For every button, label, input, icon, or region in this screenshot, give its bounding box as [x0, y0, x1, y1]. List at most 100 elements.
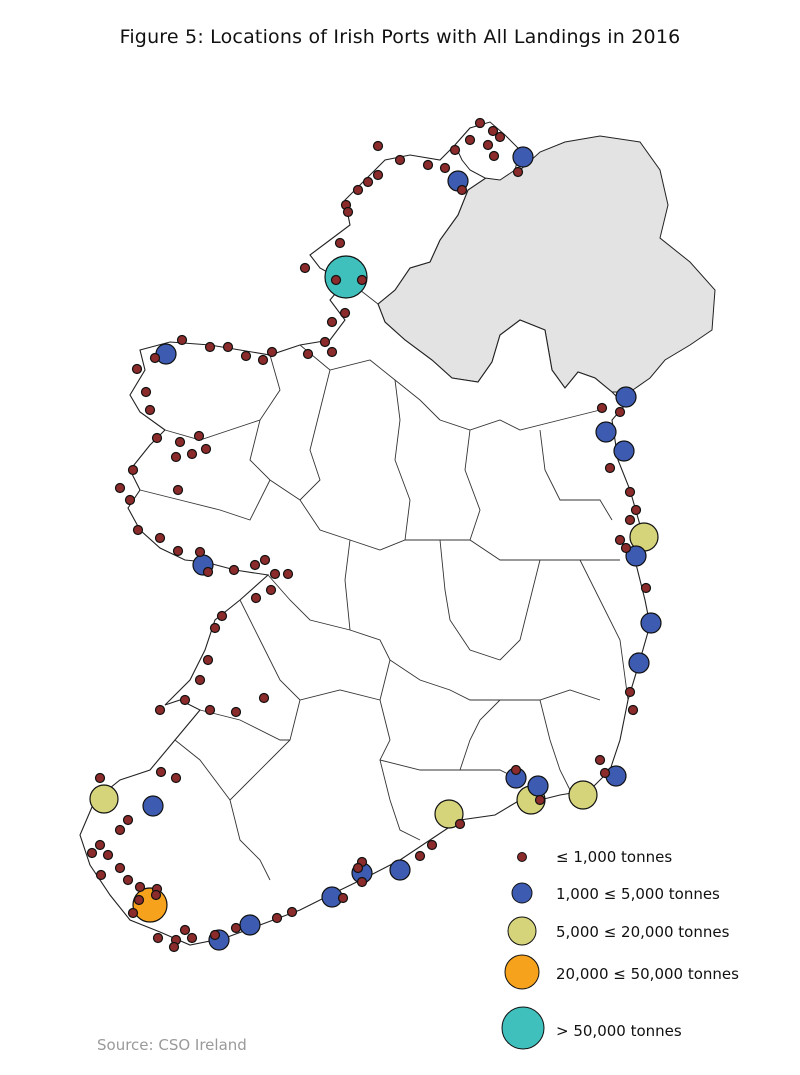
port-marker-small	[487, 125, 499, 137]
port-marker-medium	[527, 775, 549, 797]
port-marker-medium	[142, 795, 164, 817]
legend-label-xlarge: 20,000 ≤ 50,000 tonnes	[556, 965, 739, 983]
port-marker-small	[257, 354, 269, 366]
port-marker-small	[512, 166, 524, 178]
map-title: Figure 5: Locations of Irish Ports with …	[119, 26, 681, 48]
port-marker-small	[482, 139, 494, 151]
port-marker-small	[319, 336, 331, 348]
port-marker-small	[330, 274, 342, 286]
legend-item-xlarge: 20,000 ≤ 50,000 tonnes	[500, 953, 790, 993]
port-marker-small	[250, 592, 262, 604]
port-marker-small	[599, 767, 611, 779]
port-marker-small	[339, 307, 351, 319]
port-marker-small	[249, 559, 261, 571]
port-marker-small	[149, 352, 161, 364]
port-marker-small	[352, 184, 364, 196]
port-marker-small	[209, 929, 221, 941]
port-marker-small	[362, 176, 374, 188]
port-marker-medium	[615, 386, 637, 408]
port-marker-medium	[628, 652, 650, 674]
port-marker-small	[154, 532, 166, 544]
port-marker-small	[127, 907, 139, 919]
port-marker-small	[95, 869, 107, 881]
port-marker-small	[122, 814, 134, 826]
port-marker-small	[127, 464, 139, 476]
port-marker-medium	[512, 146, 534, 168]
port-marker-small	[150, 889, 162, 901]
port-marker-small	[154, 704, 166, 716]
port-marker-small	[216, 610, 228, 622]
legend-item-large: 5,000 ≤ 20,000 tonnes	[500, 913, 790, 953]
port-marker-medium	[613, 440, 635, 462]
port-marker-small	[124, 494, 136, 506]
legend-label-large: 5,000 ≤ 20,000 tonnes	[556, 923, 730, 941]
port-marker-small	[286, 906, 298, 918]
port-marker-small	[132, 524, 144, 536]
port-marker-small	[194, 674, 206, 686]
port-marker-xxlarge	[324, 255, 368, 299]
port-marker-medium	[625, 545, 647, 567]
port-marker-small	[334, 237, 346, 249]
port-marker-small	[209, 622, 221, 634]
port-marker-small	[624, 486, 636, 498]
port-marker-small	[265, 584, 277, 596]
port-marker-small	[372, 140, 384, 152]
port-marker-small	[94, 839, 106, 851]
port-marker-small	[86, 847, 98, 859]
port-marker-small	[174, 436, 186, 448]
port-marker-small	[114, 824, 126, 836]
port-marker-small	[230, 922, 242, 934]
legend-symbol-large	[507, 916, 537, 946]
port-marker-small	[456, 184, 468, 196]
port-marker-small	[534, 794, 546, 806]
legend-label-medium: 1,000 ≤ 5,000 tonnes	[556, 885, 720, 903]
port-marker-small	[202, 654, 214, 666]
port-marker-small	[122, 874, 134, 886]
port-marker-small	[426, 839, 438, 851]
port-marker-small	[94, 772, 106, 784]
port-marker-small	[168, 941, 180, 953]
port-marker-small	[152, 932, 164, 944]
port-marker-small	[151, 432, 163, 444]
legend-label-xxlarge: > 50,000 tonnes	[556, 1022, 682, 1040]
port-marker-small	[170, 451, 182, 463]
port-marker-medium	[239, 914, 261, 936]
port-marker-small	[133, 894, 145, 906]
port-marker-small	[200, 443, 212, 455]
port-marker-small	[186, 932, 198, 944]
source-note: Source: CSO Ireland	[97, 1036, 247, 1054]
port-marker-small	[627, 704, 639, 716]
port-marker-small	[172, 545, 184, 557]
port-marker-small	[510, 764, 522, 776]
port-marker-medium	[595, 421, 617, 443]
port-marker-small	[372, 169, 384, 181]
port-marker-small	[179, 924, 191, 936]
port-marker-small	[172, 484, 184, 496]
port-marker-large	[89, 784, 119, 814]
port-marker-small	[258, 692, 270, 704]
port-marker-medium	[389, 859, 411, 881]
port-marker-small	[140, 386, 152, 398]
port-marker-small	[222, 341, 234, 353]
port-marker-small	[414, 850, 426, 862]
ports-layer	[86, 117, 662, 953]
port-marker-small	[204, 704, 216, 716]
port-marker-small	[494, 131, 506, 143]
legend: ≤ 1,000 tonnes 1,000 ≤ 5,000 tonnes 5,00…	[500, 845, 790, 1060]
port-marker-small	[102, 849, 114, 861]
port-marker-small	[170, 772, 182, 784]
port-marker-small	[114, 862, 126, 874]
port-marker-medium	[640, 612, 662, 634]
legend-symbol-medium	[511, 882, 533, 904]
legend-label-small: ≤ 1,000 tonnes	[556, 848, 673, 866]
legend-symbol-xlarge	[504, 954, 540, 990]
port-marker-small	[131, 363, 143, 375]
port-marker-small	[266, 346, 278, 358]
port-marker-small	[204, 341, 216, 353]
port-marker-small	[228, 564, 240, 576]
port-marker-small	[202, 566, 214, 578]
legend-item-small: ≤ 1,000 tonnes	[500, 845, 790, 885]
port-marker-small	[352, 862, 364, 874]
port-marker-small	[269, 568, 281, 580]
